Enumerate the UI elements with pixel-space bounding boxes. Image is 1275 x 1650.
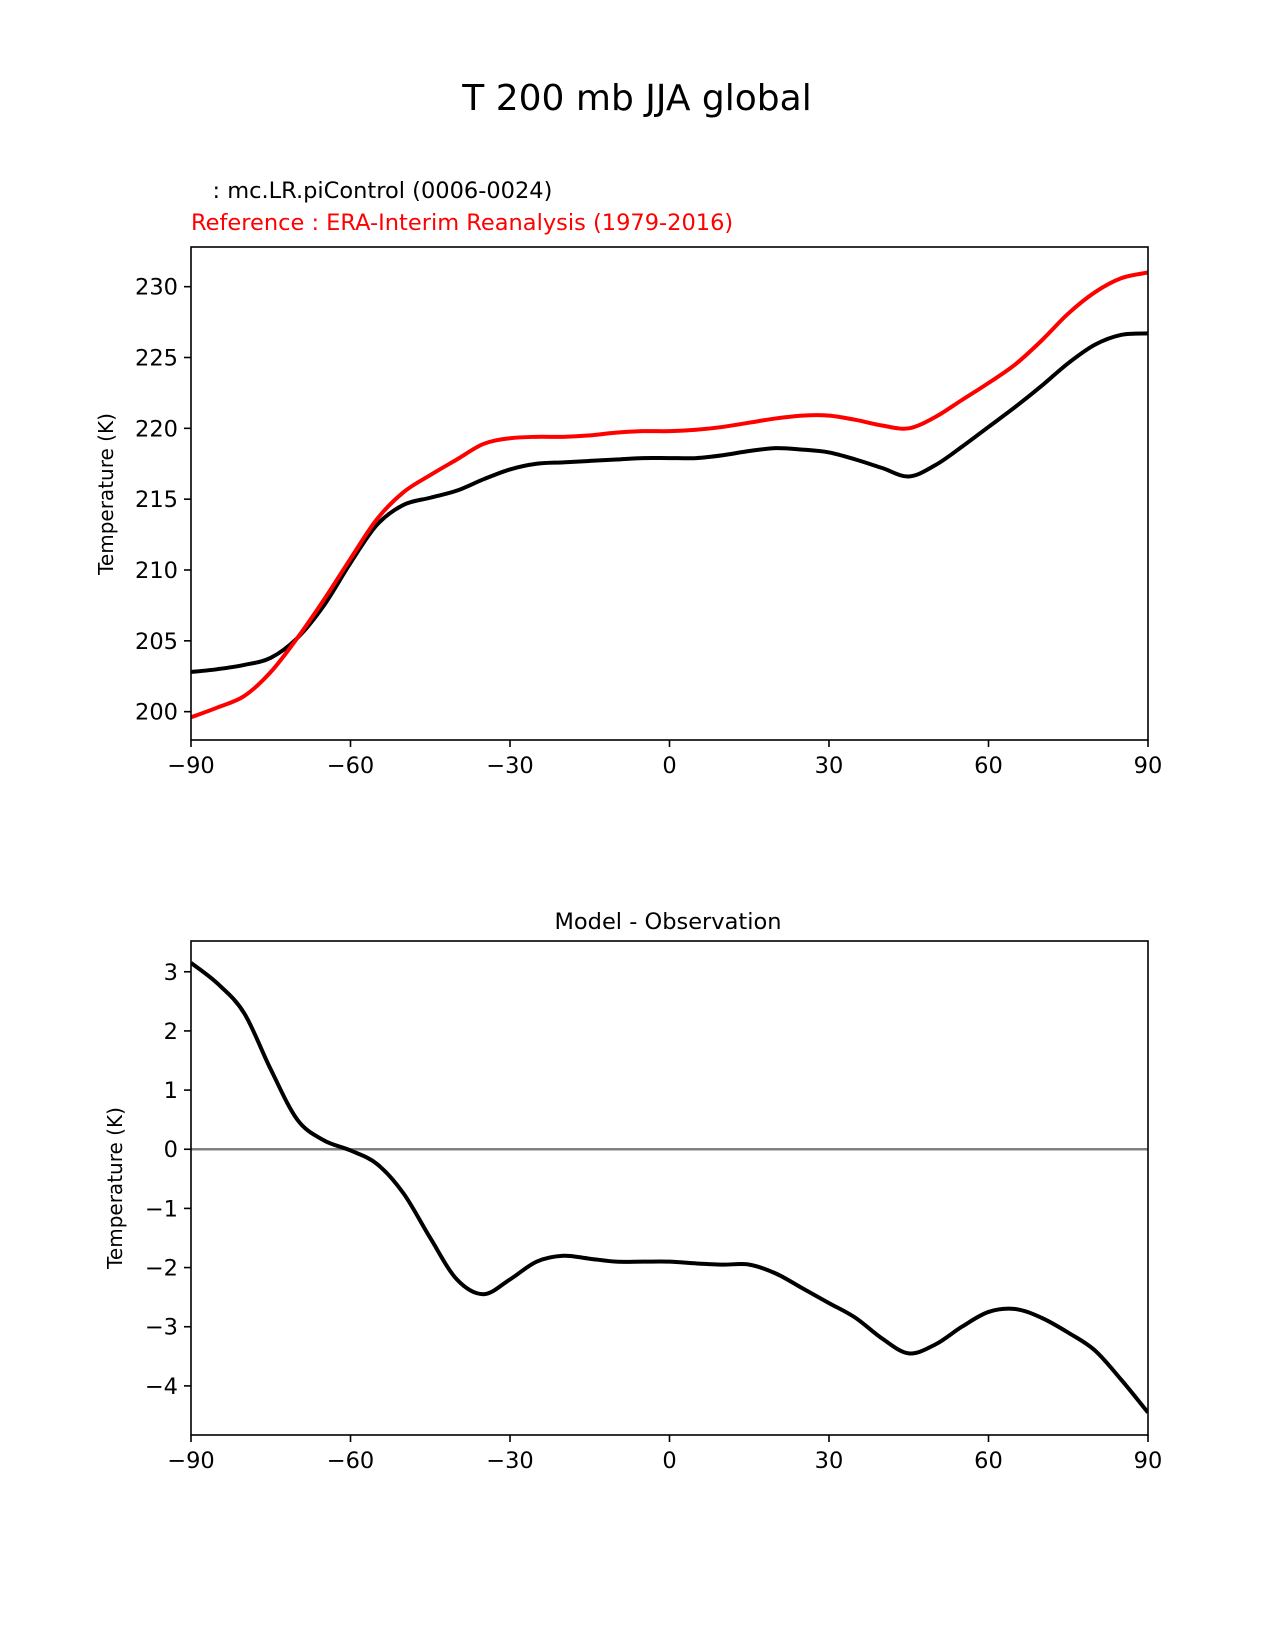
- legend-reference-label: Reference : ERA-Interim Reanalysis (1979…: [191, 210, 733, 236]
- y-tick-label: 200: [135, 700, 178, 726]
- x-tick-label: −90: [167, 753, 214, 779]
- y-axis-label: Temperature (K): [103, 1107, 127, 1270]
- y-tick-label: −1: [145, 1196, 178, 1222]
- x-tick-label: 60: [974, 753, 1003, 779]
- x-tick-label: −30: [486, 1448, 533, 1474]
- y-tick-label: −2: [145, 1256, 178, 1282]
- upper-chart: −90 −60 −30 0 30 60 90 200 205 210 215 220 225 230 Tem…: [94, 246, 1163, 779]
- y-tick-label: 230: [135, 275, 178, 301]
- x-tick-label: 30: [815, 753, 844, 779]
- x-tick-label: −30: [486, 753, 533, 779]
- series-line-1: [191, 270, 1148, 720]
- series-line-0: [191, 331, 1148, 674]
- x-tick-label: 30: [815, 1448, 844, 1474]
- x-tick-label: −60: [327, 753, 374, 779]
- lower-chart-title: Model - Observation: [555, 909, 782, 935]
- x-tick-label: −90: [167, 1448, 214, 1474]
- y-tick-label: 225: [135, 346, 178, 372]
- figure-title: T 200 mb JJA global: [461, 78, 811, 119]
- legend-model-label: : mc.LR.piControl (0006-0024): [191, 178, 552, 204]
- x-tick-label: −60: [327, 1448, 374, 1474]
- y-tick-label: 0: [164, 1137, 178, 1163]
- axes-frame: [190, 246, 1149, 741]
- lower-chart: −90 −60 −30 0 30 60 90 −4 −3 −2 −1 0 1 2 3 Temperature …: [103, 940, 1163, 1474]
- y-tick-label: −4: [145, 1374, 178, 1400]
- y-tick-label: 220: [135, 416, 178, 442]
- y-tick-label: 205: [135, 629, 178, 655]
- series-line-0: [191, 961, 1148, 1414]
- y-tick-label: 210: [135, 558, 178, 584]
- y-tick-label: 1: [164, 1078, 178, 1104]
- y-tick-label: −3: [145, 1315, 178, 1341]
- y-axis-label: Temperature (K): [94, 413, 118, 576]
- y-tick-label: 3: [164, 960, 178, 986]
- y-tick-label: 2: [164, 1019, 178, 1045]
- x-tick-label: 90: [1134, 753, 1163, 779]
- x-tick-label: 60: [974, 1448, 1003, 1474]
- x-tick-label: 90: [1134, 1448, 1163, 1474]
- y-tick-label: 215: [135, 487, 178, 513]
- x-tick-label: 0: [662, 753, 676, 779]
- axes-frame: [190, 940, 1149, 1436]
- x-tick-label: 0: [662, 1448, 676, 1474]
